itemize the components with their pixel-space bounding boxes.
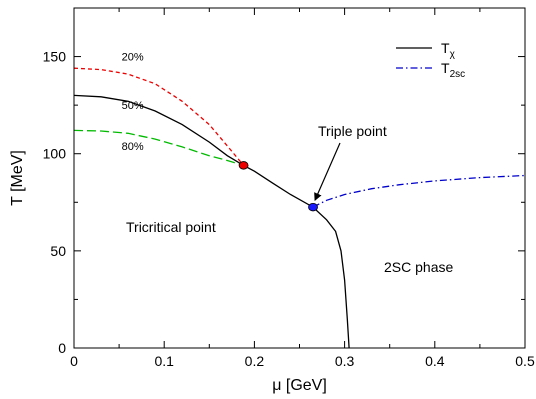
x-tick-label: 0.5 — [515, 353, 535, 369]
tricritical-point-marker — [238, 161, 249, 170]
series-t2sc-line — [312, 174, 526, 208]
triple-point-arrow — [314, 142, 341, 202]
y-axis-title: T [MeV] — [9, 150, 26, 206]
y-tick-label: 50 — [50, 243, 66, 259]
curve-label: 50% — [122, 100, 144, 112]
x-tick-label: 0.1 — [154, 353, 174, 369]
x-tick-label: 0.4 — [425, 353, 445, 369]
annotation-triple: Triple point — [318, 123, 387, 139]
series-tchi-line — [73, 94, 350, 349]
x-tick-label: 0.3 — [335, 353, 355, 369]
ticks-layer — [73, 8, 526, 349]
annotation-phase: 2SC phase — [384, 259, 453, 275]
y-tick-label: 150 — [43, 49, 67, 65]
y-tick-label: 100 — [43, 146, 67, 162]
series-p20-line — [73, 67, 245, 166]
y-tick-label: 0 — [58, 340, 66, 356]
x-tick-label: 0 — [70, 353, 78, 369]
x-tick-label: 0.2 — [245, 353, 265, 369]
x-axis-title: μ [GeV] — [272, 377, 327, 394]
annotation-tricritical: Tricritical point — [126, 219, 216, 235]
curve-label: 80% — [122, 141, 144, 153]
triple-point-marker — [308, 202, 318, 212]
curve-label: 20% — [122, 52, 144, 64]
legend-label-1: T2sc — [441, 60, 465, 80]
legend-label-0: Tχ — [441, 40, 456, 60]
markers-layer — [238, 161, 318, 212]
series-layer — [73, 67, 526, 349]
series-p80-line — [73, 129, 244, 167]
text-layer: 0 0.1 0.2 0.3 0.4 0.5 0 50 100 150 μ [GeV] T [MeV] 2… — [9, 49, 535, 394]
